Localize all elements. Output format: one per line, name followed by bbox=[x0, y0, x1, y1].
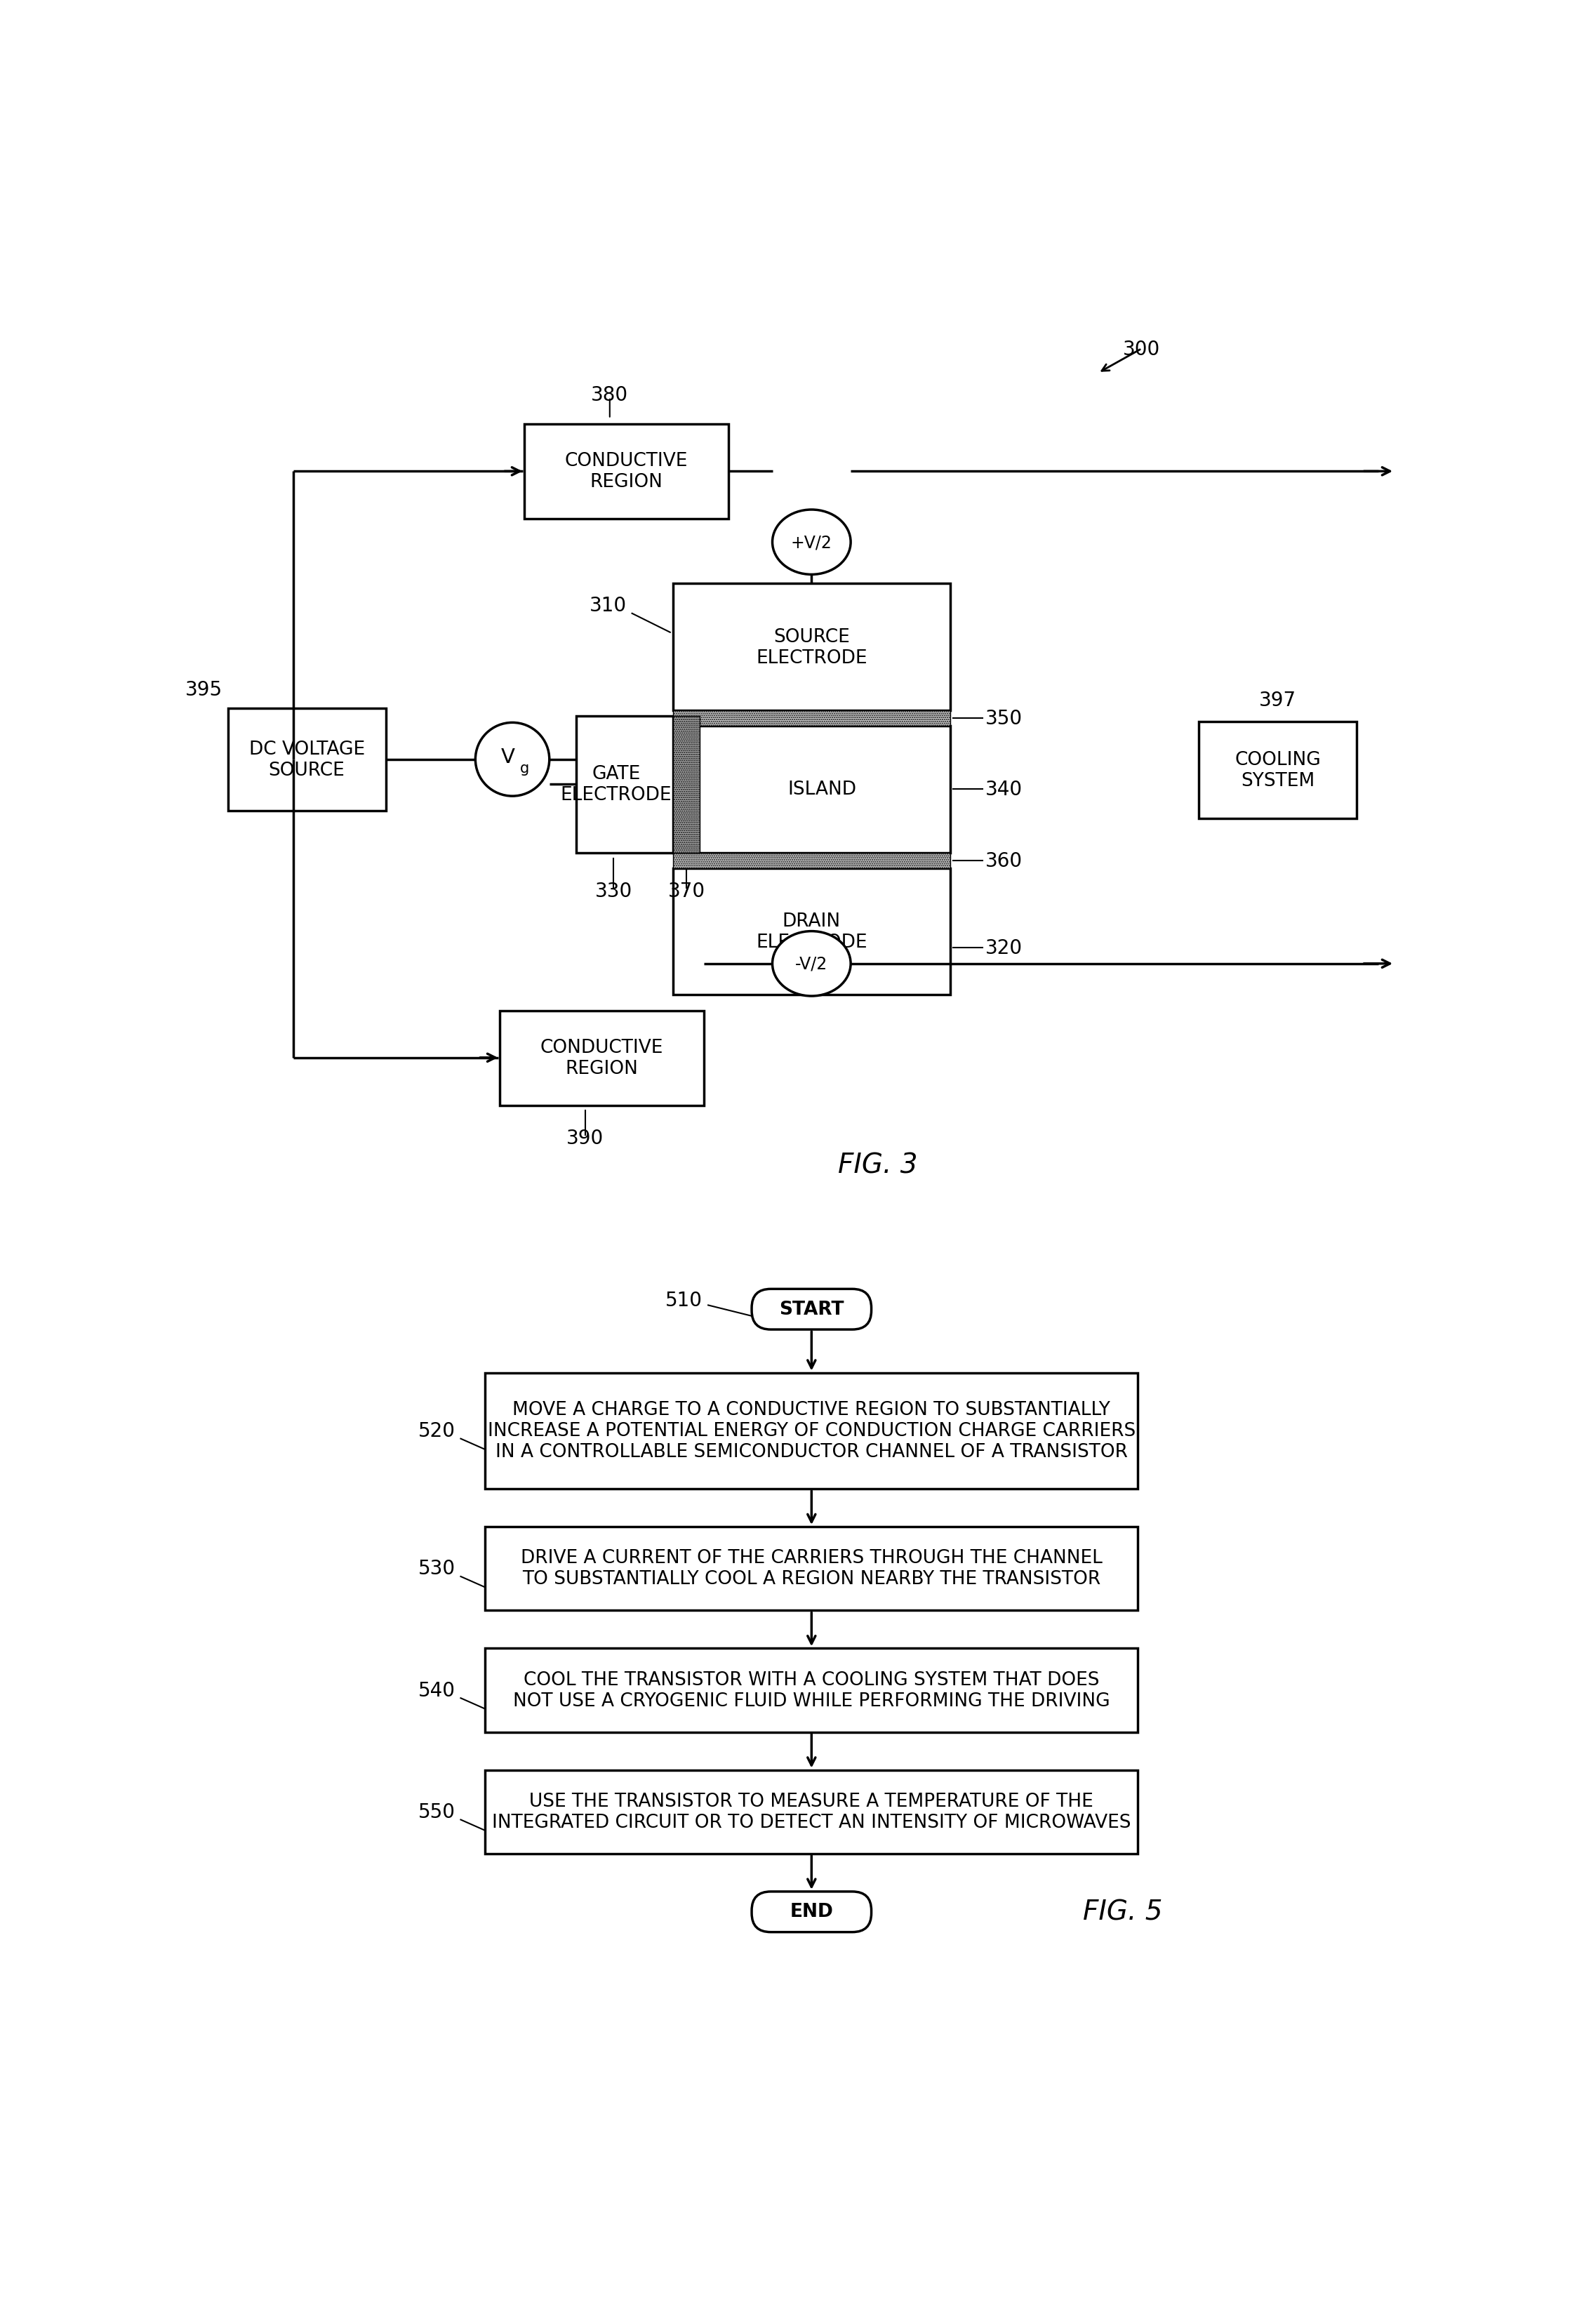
FancyBboxPatch shape bbox=[752, 1290, 871, 1329]
Bar bbox=[673, 853, 950, 869]
Text: -V/2: -V/2 bbox=[795, 955, 828, 971]
Text: GATE
ELECTRODE: GATE ELECTRODE bbox=[561, 765, 672, 804]
Text: 390: 390 bbox=[567, 1127, 604, 1148]
Text: 520: 520 bbox=[418, 1420, 455, 1441]
Text: 397: 397 bbox=[1259, 690, 1296, 711]
Text: 300: 300 bbox=[1123, 339, 1159, 358]
Text: DC VOLTAGE
SOURCE: DC VOLTAGE SOURCE bbox=[249, 739, 364, 779]
FancyBboxPatch shape bbox=[524, 425, 729, 518]
Text: 395: 395 bbox=[185, 679, 222, 700]
Bar bbox=[673, 716, 700, 853]
FancyBboxPatch shape bbox=[577, 716, 673, 853]
Text: 360: 360 bbox=[985, 851, 1023, 872]
Text: FIG. 3: FIG. 3 bbox=[838, 1153, 917, 1178]
Text: 510: 510 bbox=[665, 1290, 703, 1311]
FancyBboxPatch shape bbox=[485, 1527, 1137, 1611]
Text: 530: 530 bbox=[418, 1559, 455, 1578]
Text: 540: 540 bbox=[418, 1680, 455, 1699]
Text: DRIVE A CURRENT OF THE CARRIERS THROUGH THE CHANNEL
TO SUBSTANTIALLY COOL A REGI: DRIVE A CURRENT OF THE CARRIERS THROUGH … bbox=[521, 1548, 1102, 1587]
Text: DRAIN
ELECTRODE: DRAIN ELECTRODE bbox=[756, 911, 866, 951]
Bar bbox=[673, 711, 950, 725]
Text: 350: 350 bbox=[985, 709, 1023, 727]
FancyBboxPatch shape bbox=[501, 1011, 703, 1106]
Ellipse shape bbox=[475, 723, 550, 797]
Ellipse shape bbox=[773, 932, 851, 997]
FancyBboxPatch shape bbox=[673, 725, 950, 853]
Text: 370: 370 bbox=[668, 881, 705, 902]
Text: 320: 320 bbox=[985, 939, 1023, 957]
Text: END: END bbox=[790, 1903, 833, 1922]
Text: 380: 380 bbox=[591, 386, 629, 404]
FancyBboxPatch shape bbox=[485, 1771, 1137, 1855]
Text: FIG. 5: FIG. 5 bbox=[1083, 1899, 1163, 1924]
Text: 340: 340 bbox=[985, 779, 1023, 799]
FancyBboxPatch shape bbox=[673, 583, 950, 711]
FancyBboxPatch shape bbox=[485, 1373, 1137, 1490]
Text: MOVE A CHARGE TO A CONDUCTIVE REGION TO SUBSTANTIALLY
INCREASE A POTENTIAL ENERG: MOVE A CHARGE TO A CONDUCTIVE REGION TO … bbox=[488, 1401, 1136, 1462]
FancyBboxPatch shape bbox=[752, 1892, 871, 1931]
Text: g: g bbox=[520, 762, 529, 776]
Ellipse shape bbox=[773, 511, 851, 574]
FancyBboxPatch shape bbox=[228, 709, 385, 811]
Text: COOL THE TRANSISTOR WITH A COOLING SYSTEM THAT DOES
NOT USE A CRYOGENIC FLUID WH: COOL THE TRANSISTOR WITH A COOLING SYSTE… bbox=[513, 1671, 1110, 1710]
Text: +V/2: +V/2 bbox=[790, 535, 832, 551]
Text: COOLING
SYSTEM: COOLING SYSTEM bbox=[1234, 751, 1321, 790]
FancyBboxPatch shape bbox=[1199, 723, 1356, 818]
Text: 330: 330 bbox=[596, 881, 632, 902]
Text: START: START bbox=[779, 1299, 844, 1318]
Text: CONDUCTIVE
REGION: CONDUCTIVE REGION bbox=[564, 453, 687, 490]
FancyBboxPatch shape bbox=[485, 1648, 1137, 1731]
Text: 310: 310 bbox=[589, 595, 627, 616]
Text: SOURCE
ELECTRODE: SOURCE ELECTRODE bbox=[756, 627, 866, 667]
Text: V: V bbox=[501, 748, 515, 767]
Text: ISLAND: ISLAND bbox=[787, 781, 857, 799]
Text: CONDUCTIVE
REGION: CONDUCTIVE REGION bbox=[540, 1039, 664, 1078]
Text: 550: 550 bbox=[418, 1801, 455, 1822]
Text: USE THE TRANSISTOR TO MEASURE A TEMPERATURE OF THE
INTEGRATED CIRCUIT OR TO DETE: USE THE TRANSISTOR TO MEASURE A TEMPERAT… bbox=[493, 1792, 1131, 1831]
FancyBboxPatch shape bbox=[673, 869, 950, 995]
